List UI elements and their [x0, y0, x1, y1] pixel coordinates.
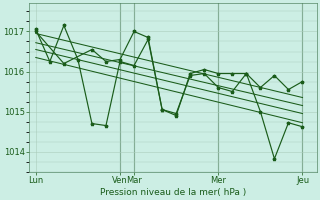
X-axis label: Pression niveau de la mer( hPa ): Pression niveau de la mer( hPa ): [100, 188, 246, 197]
